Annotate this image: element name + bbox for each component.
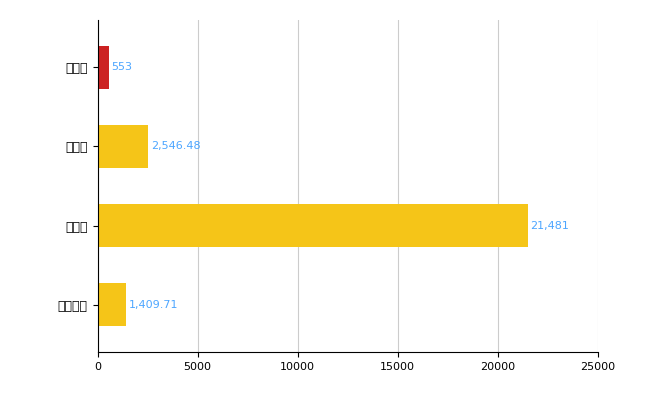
Bar [98, 204, 528, 247]
Text: 553: 553 [112, 62, 133, 72]
Bar [98, 125, 148, 168]
Text: 1,409.71: 1,409.71 [129, 300, 178, 310]
Bar [98, 46, 109, 89]
Text: 2,546.48: 2,546.48 [151, 142, 201, 152]
Bar [98, 283, 125, 326]
Text: 21,481: 21,481 [530, 220, 569, 230]
